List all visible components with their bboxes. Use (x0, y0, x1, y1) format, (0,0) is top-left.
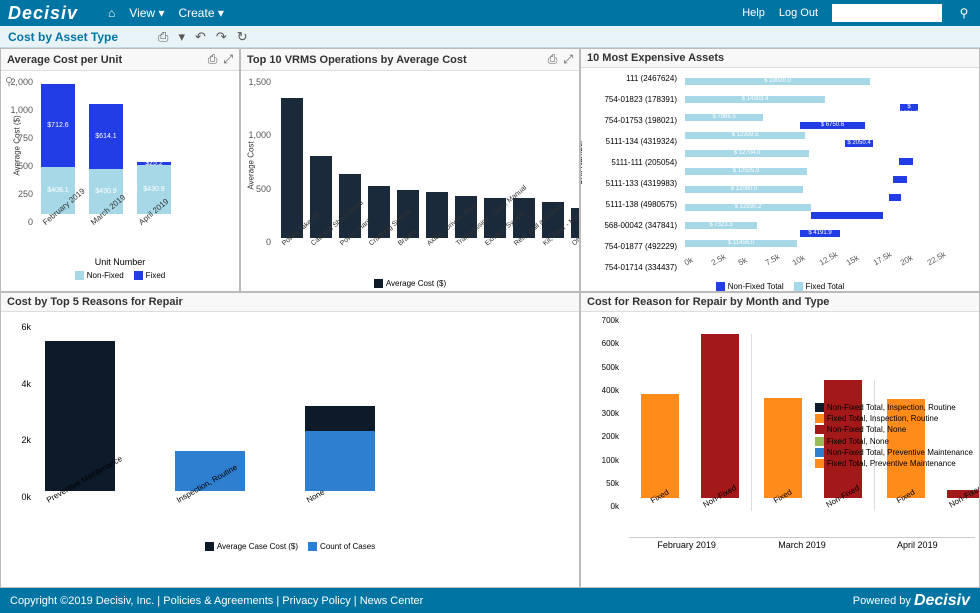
footer-links: Policies & Agreements | Privacy Policy |… (163, 595, 423, 607)
stacked-bar-chart: $712.6$408.1February 2019$614.1$430.9Mar… (41, 79, 235, 229)
home-icon[interactable]: ⌂ (108, 6, 115, 20)
y-axis-label: Unit Number (580, 140, 584, 185)
footer-link[interactable]: Policies & Agreements (163, 595, 273, 607)
chevron-down-icon: ▾ (158, 6, 164, 20)
y-axis: 700k600k500k400k300k200k100k50k0k (585, 316, 619, 511)
powered-by: Powered by (853, 595, 911, 607)
horizontal-bar-chart: $ 19020.0$ 14303.4$ 1091.6$ 7986.5$ 6750… (685, 78, 975, 255)
export-icon[interactable]: ⎙ (548, 52, 558, 67)
export-icon[interactable]: ⎙ (208, 52, 218, 67)
panel-vrms: Top 10 VRMS Operations by Average Cost ⎙… (240, 48, 580, 292)
footer-link[interactable]: News Center (360, 595, 424, 607)
footer: Copyright ©2019 Decisiv, Inc. | Policies… (0, 588, 980, 613)
x-axis: 0k2.5k5k7.5k10k12.5k15k17.5k20k22.5k (685, 259, 975, 268)
search-box (832, 4, 942, 22)
panel-avg-cost-unit: Average Cost per Unit ⎙ ⤢ ⚲ 2,0001,00075… (0, 48, 240, 292)
panel-title: Cost for Reason for Repair by Month and … (587, 296, 829, 308)
dashboard-grid: Average Cost per Unit ⎙ ⤢ ⚲ 2,0001,00075… (0, 48, 980, 588)
panel-reasons: Cost by Top 5 Reasons for Repair 6k4k2k0… (0, 292, 580, 588)
copyright: Copyright ©2019 Decisiv, Inc. (10, 595, 154, 607)
chart-legend: Non-Fixed Total, Inspection, RoutineFixe… (815, 402, 973, 469)
page-title: Cost by Asset Type (8, 30, 118, 44)
sub-bar: Cost by Asset Type ⎙ ▾ ↶ ↷ ↻ (0, 26, 980, 48)
x-axis-months: February 2019March 2019April 2019 (629, 537, 975, 550)
chevron-down-icon: ▾ (218, 6, 224, 20)
y-axis: 6k4k2k0k (7, 322, 31, 502)
redo-icon[interactable]: ↷ (216, 29, 227, 45)
expand-icon[interactable]: ⤢ (223, 52, 233, 67)
expand-icon[interactable]: ⤢ (563, 52, 573, 67)
refresh-icon[interactable]: ↻ (237, 29, 248, 45)
panel-expensive-assets: 10 Most Expensive Assets Unit Number 111… (580, 48, 980, 292)
panel-title: 10 Most Expensive Assets (587, 52, 724, 64)
chart-legend: Average Cost ($) (245, 279, 575, 288)
help-link[interactable]: Help (742, 7, 765, 19)
brand-logo: Decisiv (8, 3, 78, 24)
view-menu[interactable]: View ▾ (129, 6, 164, 20)
y-axis-label: Average Cost (247, 141, 256, 189)
undo-icon[interactable]: ↶ (195, 29, 206, 45)
top-right: Help Log Out ⚲ (742, 4, 972, 22)
filter-icon[interactable]: ▾ (178, 29, 185, 45)
chart-legend: Average Case Cost ($)Count of Cases (5, 542, 575, 551)
panel-title: Average Cost per Unit (7, 54, 122, 66)
chart-legend: Non-Fixed TotalFixed Total (585, 282, 975, 291)
chart-legend: Non-FixedFixed (5, 271, 235, 280)
toolbar-icons: ⎙ ▾ ↶ ↷ ↻ (158, 29, 248, 45)
y-axis-label: Average Cost ($) (13, 115, 22, 175)
panel-month-type: Cost for Reason for Repair by Month and … (580, 292, 980, 588)
bar-chart: Preventive MaintenanceInspection, Routin… (45, 326, 575, 506)
y-axis-labels: 111 (2467624)754-01823 (178391)754-01753… (585, 74, 677, 281)
create-menu[interactable]: Create ▾ (178, 6, 223, 20)
footer-brand: Decisiv (914, 592, 970, 610)
search-icon[interactable]: ⚲ (956, 5, 972, 21)
search-input[interactable] (834, 7, 924, 19)
export-icon[interactable]: ⎙ (158, 29, 168, 45)
top-bar: Decisiv ⌂ View ▾ Create ▾ Help Log Out ⚲ (0, 0, 980, 26)
bar-chart: Power Take OffCab and Sheet MetalPower P… (281, 79, 575, 249)
logout-link[interactable]: Log Out (779, 7, 818, 19)
x-axis-label: Unit Number (5, 257, 235, 267)
panel-title: Cost by Top 5 Reasons for Repair (7, 296, 183, 308)
panel-title: Top 10 VRMS Operations by Average Cost (247, 54, 467, 66)
footer-link[interactable]: Privacy Policy (282, 595, 350, 607)
top-nav: ⌂ View ▾ Create ▾ (108, 6, 224, 20)
